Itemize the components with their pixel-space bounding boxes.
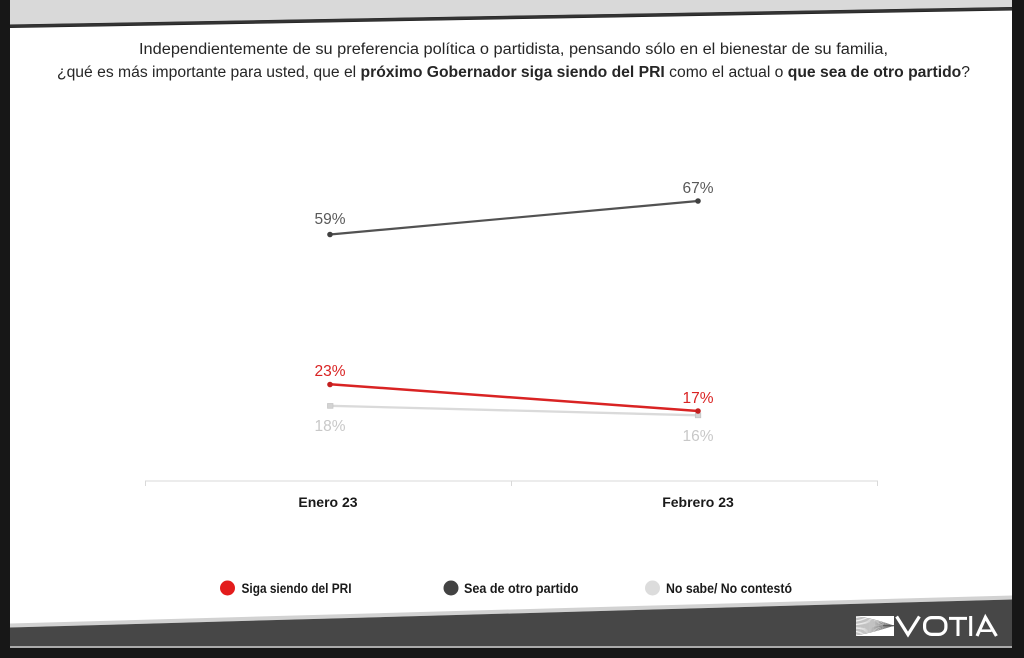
svg-text:Febrero 23: Febrero 23 bbox=[662, 494, 734, 510]
svg-text:No sabe/ No contestó: No sabe/ No contestó bbox=[666, 581, 792, 596]
svg-text:Siga siendo del PRI: Siga siendo del PRI bbox=[242, 581, 352, 596]
svg-text:18%: 18% bbox=[314, 418, 345, 435]
svg-text:59%: 59% bbox=[314, 211, 345, 228]
svg-text:¿qué es más importante para us: ¿qué es más importante para usted, que e… bbox=[57, 64, 970, 81]
svg-text:23%: 23% bbox=[314, 363, 345, 380]
svg-text:17%: 17% bbox=[682, 390, 713, 407]
svg-text:Sea de otro partido: Sea de otro partido bbox=[464, 581, 579, 596]
svg-text:Independientemente de su prefe: Independientemente de su preferencia pol… bbox=[139, 41, 888, 58]
svg-text:16%: 16% bbox=[682, 428, 713, 445]
svg-text:67%: 67% bbox=[682, 180, 713, 197]
svg-text:Enero 23: Enero 23 bbox=[298, 494, 357, 510]
